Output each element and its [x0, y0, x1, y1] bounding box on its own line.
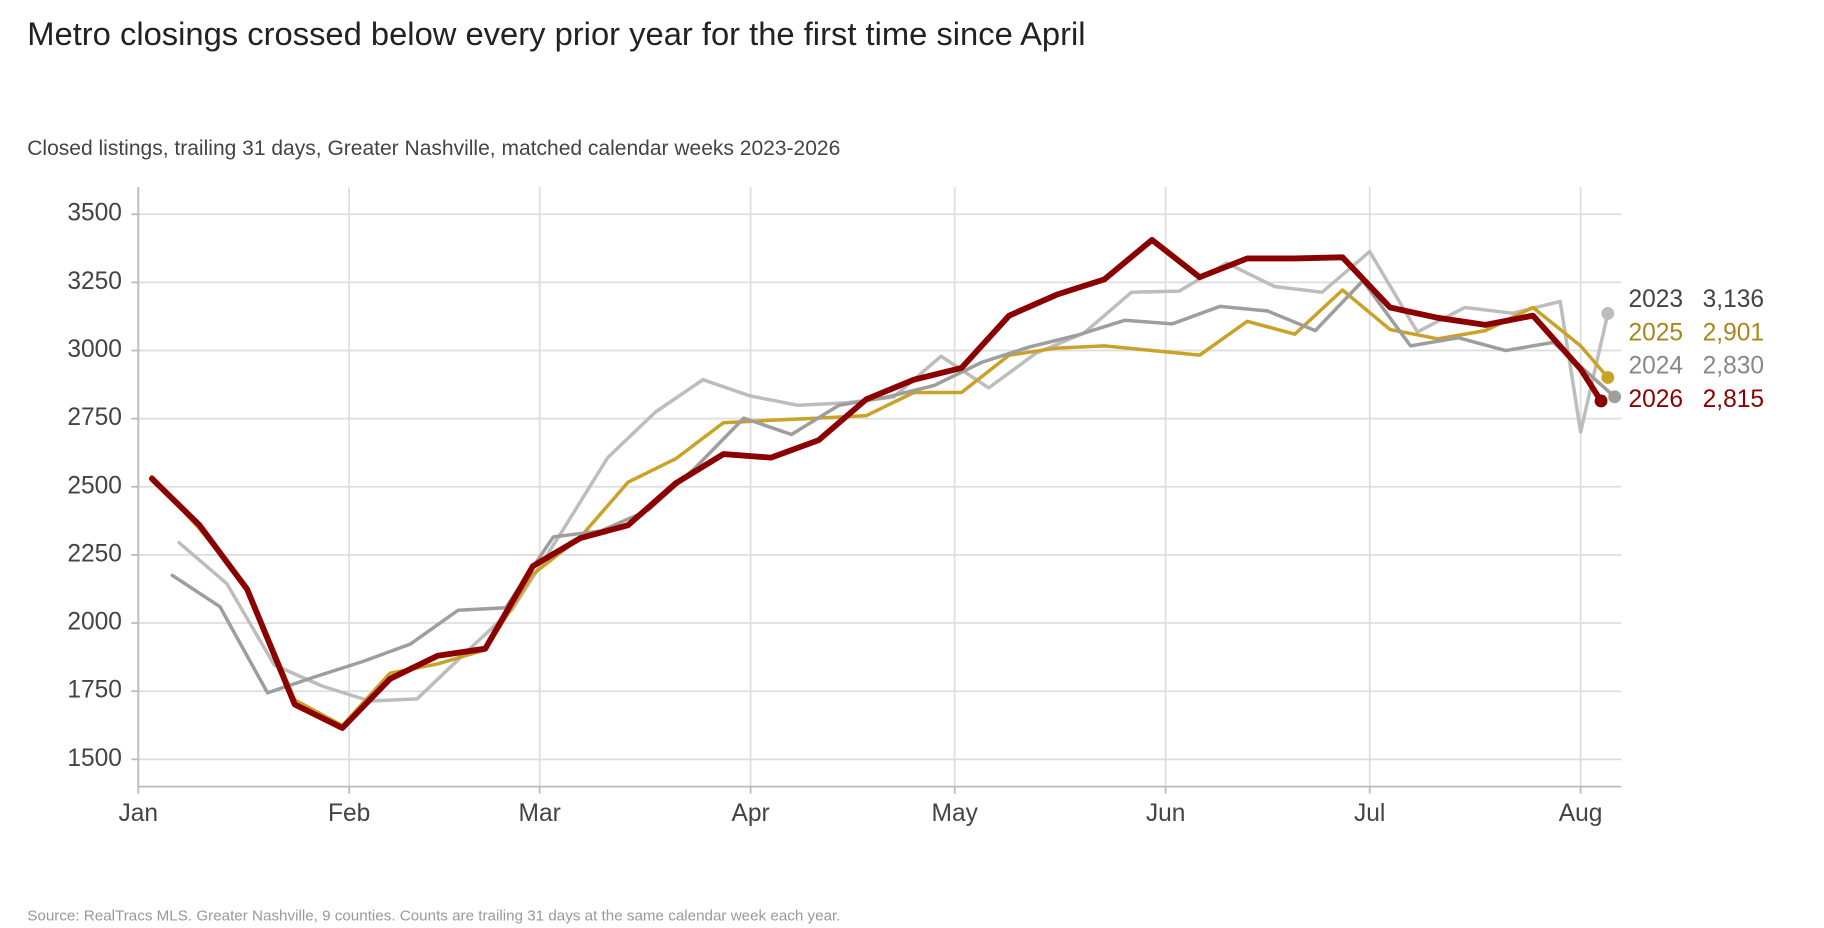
grid: [137, 187, 1622, 787]
x-tick-label: May: [932, 800, 979, 827]
x-tick-label: Mar: [519, 800, 561, 827]
end-value-label: 2,901: [1703, 319, 1764, 346]
y-tick-label: 3000: [67, 336, 122, 363]
legend-label: 2023: [1628, 286, 1683, 313]
x-tick-label: Aug: [1559, 800, 1603, 827]
end-value-label: 2,815: [1703, 386, 1764, 413]
chart-title: Metro closings crossed below every prior…: [27, 15, 1085, 52]
y-tick-label: 2000: [67, 609, 122, 636]
end-dot: [1594, 394, 1608, 408]
y-tick-label: 1500: [67, 745, 122, 772]
end-dot: [1601, 307, 1615, 320]
end-dot: [1601, 371, 1615, 384]
series-line: [177, 249, 1610, 703]
source-note: Source: RealTracs MLS. Greater Nashville…: [27, 907, 840, 924]
legend-label: 2024: [1628, 353, 1683, 380]
x-tick-label: Jan: [118, 800, 158, 827]
x-tick-label: Jun: [1146, 800, 1186, 827]
y-tick-label: 2500: [67, 472, 122, 499]
y-tick-label: 1750: [67, 677, 122, 704]
end-value-label: 2,830: [1703, 353, 1764, 380]
end-value-label: 3,136: [1703, 286, 1764, 313]
x-tick-label: Feb: [328, 800, 370, 827]
legend-label: 2026: [1628, 386, 1683, 413]
y-tick-label: 2750: [67, 404, 122, 431]
y-tick-label: 3500: [67, 200, 122, 227]
y-tick-label: 2250: [67, 540, 122, 567]
chart-subtitle: Closed listings, trailing 31 days, Great…: [27, 137, 840, 160]
end-dot: [1608, 390, 1622, 404]
y-tick-label: 3250: [67, 268, 122, 295]
series-line: [148, 236, 1604, 731]
legend-label: 2025: [1628, 319, 1683, 346]
lines: [148, 236, 1622, 731]
x-tick-label: Apr: [731, 800, 769, 827]
end-labels: 2023 3,136 2025 2,901 2024 2,830 2026 2,815: [1628, 286, 1764, 413]
series-line: [150, 288, 1610, 728]
axes: 1500 1750 2000 2250 2500 2750 3000 3250 3500 Jan F…: [67, 187, 1622, 827]
x-tick-label: Jul: [1354, 800, 1385, 827]
